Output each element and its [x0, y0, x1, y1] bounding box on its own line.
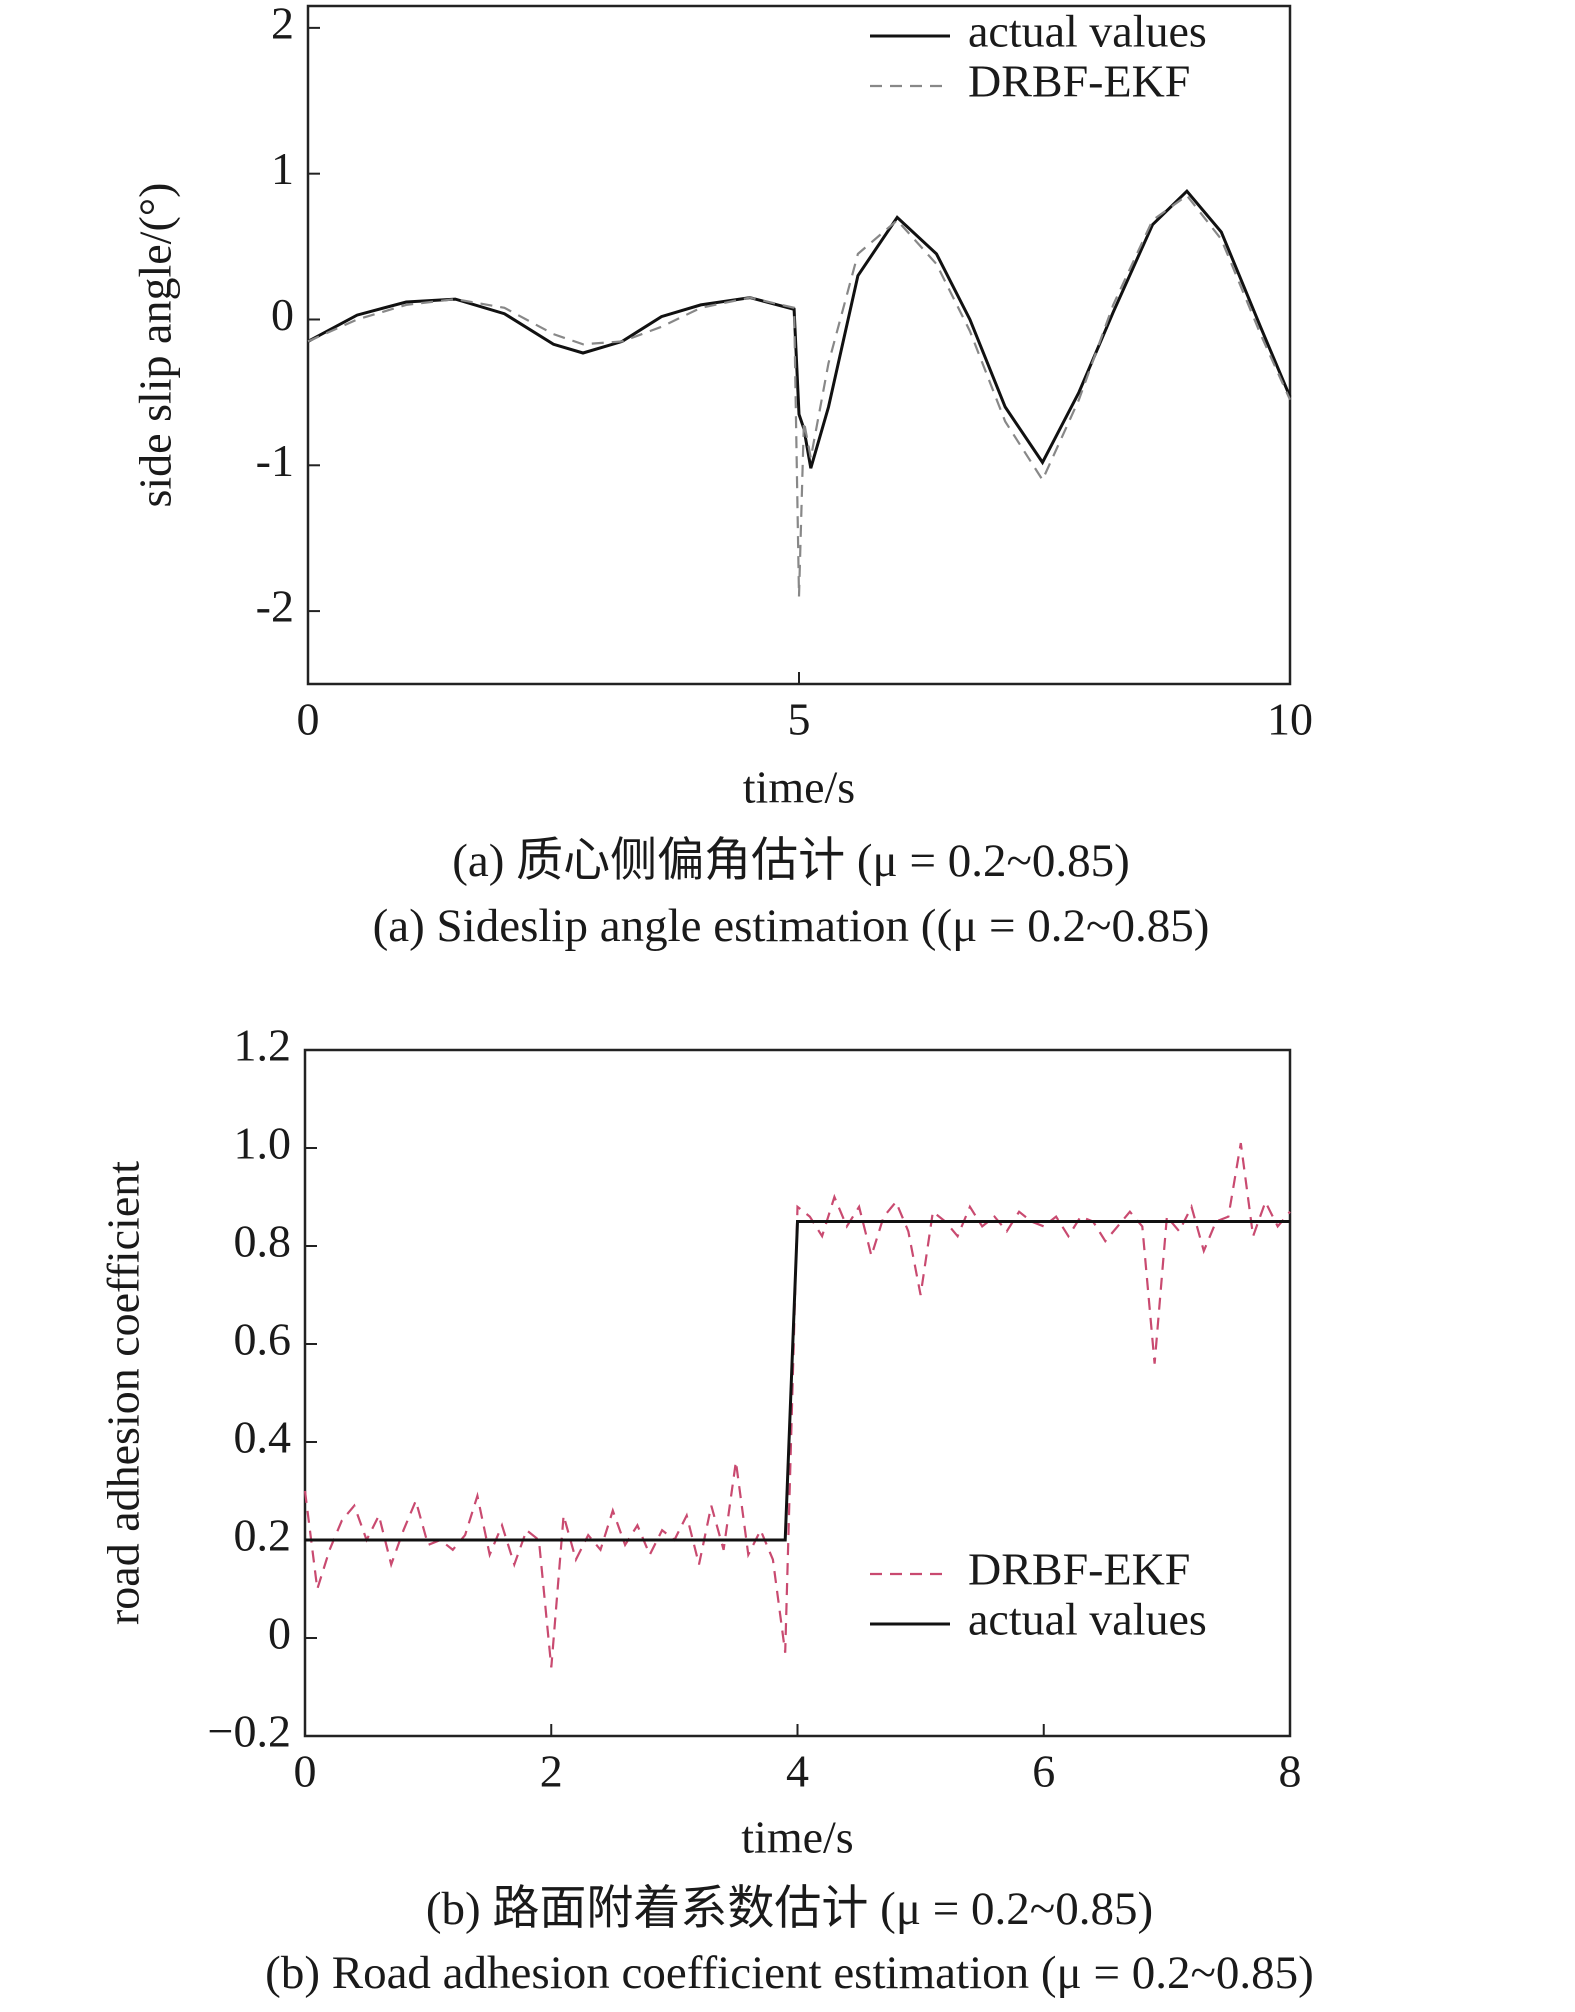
caption: (b) Road adhesion coefficient estimation…: [265, 1947, 1314, 1999]
y-tick-label: 2: [271, 0, 294, 48]
y-tick-label: 0.4: [234, 1412, 292, 1463]
y-tick-label: 1: [271, 143, 294, 194]
y-axis-label: side slip angle/(°): [130, 183, 181, 508]
x-tick-label: 0: [297, 694, 320, 745]
y-tick-label: 1.2: [234, 1020, 292, 1071]
series-line: [303, 1142, 1291, 1668]
chart: -2 -1 0 1 2 0 5 10 time/s side slip angle/(°) (a) …: [130, 0, 1313, 952]
y-tick-label: 0: [268, 1608, 291, 1659]
y-axis-label: road adhesion coefficient: [98, 1161, 149, 1625]
caption: (a) Sideslip angle estimation ((μ = 0.2~…: [373, 900, 1210, 952]
series-line: [305, 1220, 1290, 1542]
x-tick-label: 4: [786, 1746, 809, 1797]
x-axis-label: time/s: [741, 1812, 853, 1863]
caption: (a) 质心侧偏角估计 (μ = 0.2~0.85): [452, 835, 1130, 887]
legend-label: actual values: [968, 6, 1207, 57]
x-tick-label: 5: [788, 694, 811, 745]
x-axis-label: time/s: [743, 762, 855, 813]
series-line: [307, 189, 1292, 469]
x-tick-label: 8: [1279, 1746, 1302, 1797]
y-tick-label: 1.0: [234, 1118, 292, 1169]
legend-label: DRBF-EKF: [968, 56, 1190, 107]
legend-label: DRBF-EKF: [968, 1544, 1190, 1595]
y-tick-label: -2: [256, 581, 294, 632]
x-tick-label: 0: [294, 1746, 317, 1797]
x-tick-label: 2: [540, 1746, 563, 1797]
y-tick-label: 0.2: [234, 1510, 292, 1561]
x-tick-label: 6: [1032, 1746, 1055, 1797]
y-tick-label: −0.2: [208, 1706, 291, 1757]
y-tick-label: -1: [256, 435, 294, 486]
y-tick-label: 0.6: [234, 1314, 292, 1365]
y-tick-label: 0: [271, 289, 294, 340]
x-tick-label: 10: [1267, 694, 1313, 745]
y-tick-label: 0.8: [234, 1216, 292, 1267]
legend-label: actual values: [968, 1594, 1207, 1645]
series-line: [307, 193, 1292, 597]
caption: (b) 路面附着系数估计 (μ = 0.2~0.85): [426, 1883, 1153, 1935]
